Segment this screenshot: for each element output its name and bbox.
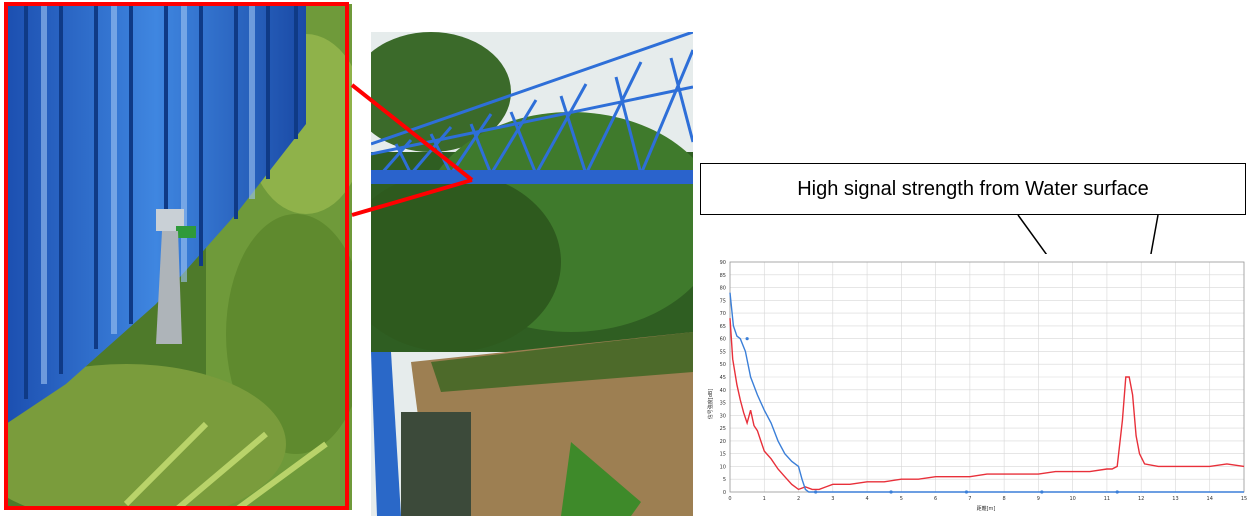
zoom-line-lower	[351, 178, 473, 217]
series-line-blue	[729, 292, 1244, 493]
x-tick-label: 4	[865, 496, 868, 502]
y-tick-label: 50	[720, 362, 726, 368]
y-tick-label: 65	[720, 324, 726, 330]
y-tick-label: 80	[720, 286, 726, 292]
y-tick-label: 10	[720, 464, 726, 470]
y-tick-label: 60	[720, 337, 726, 343]
x-tick-label: 3	[831, 496, 834, 502]
series-line-red	[729, 318, 1245, 491]
sensor-closeup-photo	[6, 4, 352, 510]
x-tick-label: 5	[900, 496, 903, 502]
y-tick-label: 45	[720, 375, 726, 381]
y-tick-label: 35	[720, 401, 726, 407]
y-tick-label: 30	[720, 413, 726, 419]
callout-text: High signal strength from Water surface	[797, 177, 1149, 200]
x-tick-label: 6	[934, 496, 937, 502]
x-tick-label: 12	[1138, 496, 1144, 502]
x-tick-label: 10	[1069, 496, 1075, 502]
y-tick-label: 75	[720, 298, 726, 304]
series-marker	[1115, 490, 1119, 494]
x-axis-label: 距離[m]	[977, 505, 996, 512]
x-tick-label: 9	[1037, 496, 1040, 502]
y-tick-label: 20	[720, 439, 726, 445]
series-marker	[889, 490, 893, 494]
x-tick-label: 11	[1104, 496, 1110, 502]
bridge-river-photo	[371, 32, 693, 516]
y-tick-label: 70	[720, 311, 726, 317]
x-tick-label: 14	[1207, 496, 1213, 502]
y-axis-label: 信号強度[dB]	[707, 389, 714, 420]
y-tick-label: 25	[720, 426, 726, 432]
x-tick-label: 8	[1003, 496, 1006, 502]
y-tick-label: 5	[723, 477, 726, 483]
y-tick-label: 40	[720, 388, 726, 394]
series-marker	[745, 337, 749, 341]
series-marker	[964, 490, 969, 494]
y-tick-label: 85	[720, 273, 726, 279]
x-tick-label: 7	[968, 496, 971, 502]
series-marker	[814, 490, 818, 494]
y-tick-label: 90	[720, 260, 726, 266]
y-tick-label: 15	[720, 452, 726, 458]
y-tick-label: 0	[723, 490, 726, 496]
callout-box: High signal strength from Water surface	[700, 163, 1246, 215]
x-tick-label: 15	[1241, 496, 1247, 502]
zoom-line-upper	[350, 83, 474, 182]
series-marker	[1040, 490, 1044, 494]
y-tick-label: 55	[720, 349, 726, 355]
chart-background	[696, 254, 1254, 514]
x-tick-label: 1	[763, 496, 766, 502]
x-tick-label: 13	[1172, 496, 1178, 502]
x-tick-label: 2	[797, 496, 800, 502]
x-tick-label: 0	[728, 496, 731, 502]
